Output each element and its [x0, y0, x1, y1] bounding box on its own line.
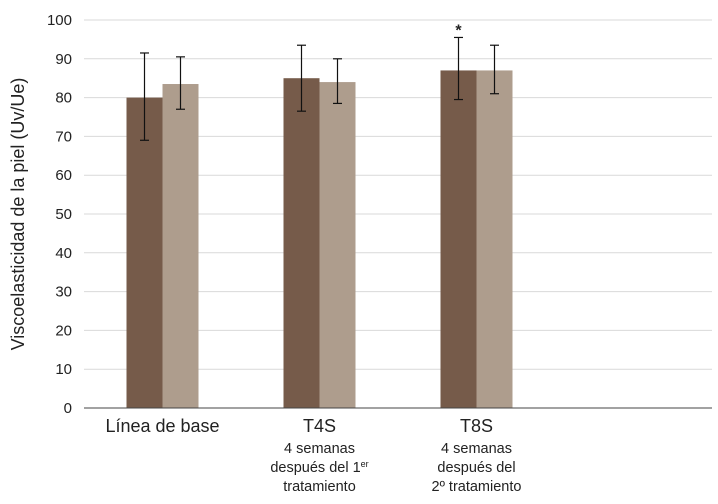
bar [440, 70, 477, 408]
bar [476, 70, 513, 408]
x-category-sublabel: después del 1er [270, 459, 368, 476]
y-tick-label: 60 [55, 167, 72, 184]
x-axis-categories: Línea de base T4S 4 semanas después del 1er… [105, 416, 521, 495]
x-category-sublabel: 2º tratamiento [432, 479, 522, 495]
y-tick-label: 80 [55, 90, 72, 107]
bar [319, 82, 356, 408]
bar [162, 84, 199, 409]
y-axis-ticks: 0 10 20 30 40 50 60 70 80 90 100 [47, 12, 72, 417]
y-tick-label: 70 [55, 128, 72, 145]
y-tick-label: 40 [55, 245, 72, 262]
y-tick-label: 90 [55, 51, 72, 68]
x-category-label: Línea de base [105, 416, 219, 436]
y-tick-label: 20 [55, 322, 72, 339]
bar [126, 97, 163, 408]
y-tick-label: 100 [47, 12, 72, 29]
x-category-sublabel: después del [437, 460, 515, 476]
y-tick-label: 50 [55, 206, 72, 223]
y-tick-label: 10 [55, 361, 72, 378]
error-bars [140, 36, 499, 141]
x-category-label: T8S [460, 416, 493, 436]
x-category-sublabel: 4 semanas [441, 441, 512, 457]
bar [283, 78, 320, 408]
y-tick-label: 30 [55, 284, 72, 301]
significance-marker: * [455, 22, 462, 39]
bars [126, 70, 513, 409]
y-tick-label: 0 [64, 400, 72, 417]
annotations: * [455, 22, 462, 39]
y-axis-label: Viscoelasticidad de la piel (Uv/Ue) [8, 78, 28, 351]
x-category-sublabel: tratamiento [283, 479, 356, 495]
x-category-label: T4S [303, 416, 336, 436]
x-category-sublabel: 4 semanas [284, 441, 355, 457]
